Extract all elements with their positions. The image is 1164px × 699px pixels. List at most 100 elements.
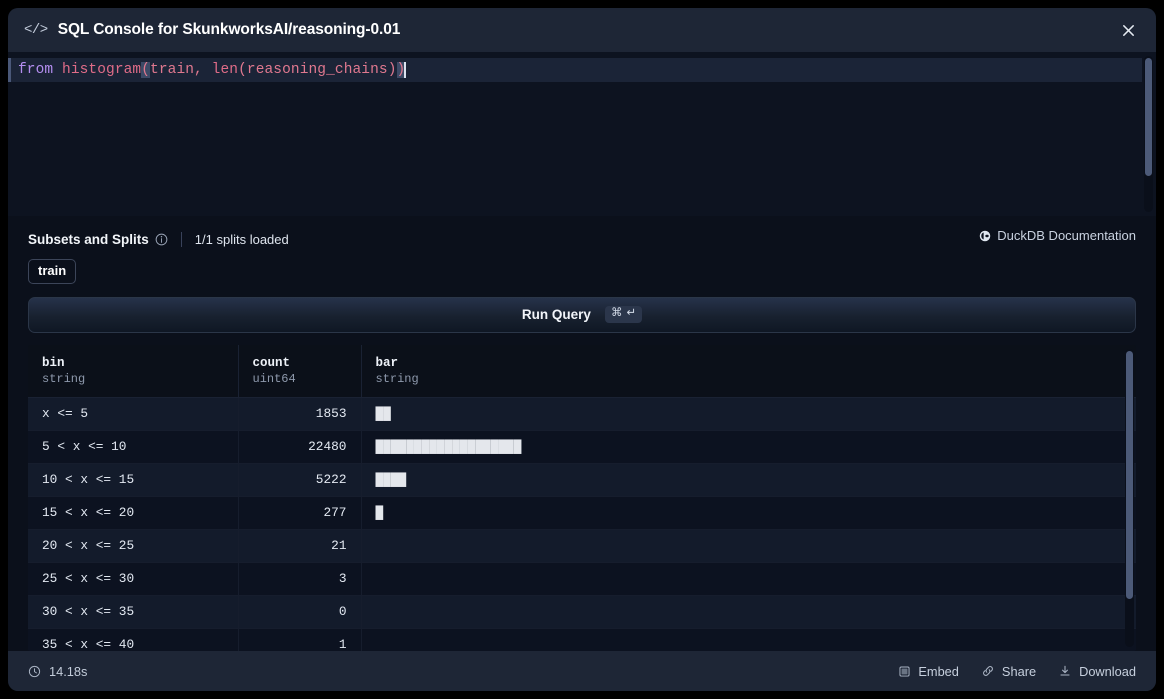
cell-count: 21: [238, 529, 362, 563]
embed-icon: [899, 665, 910, 677]
dialog-header: </> SQL Console for SkunkworksAI/reasoni…: [8, 8, 1156, 52]
bar-glyphs: ████: [375, 472, 407, 488]
footer-actions: Embed Share Download: [898, 664, 1136, 679]
clock-icon: [28, 665, 41, 677]
run-query-label: Run Query: [521, 307, 591, 323]
table-row[interactable]: 20 < x <= 25 21: [28, 529, 1136, 563]
link-icon: [983, 666, 993, 676]
shortcut-modifier: ⌘: [610, 307, 623, 320]
table-row[interactable]: 30 < x <= 35 0: [28, 595, 1136, 629]
column-type: string: [375, 372, 419, 387]
embed-button[interactable]: Embed: [898, 664, 959, 679]
cell-count: 22480: [238, 430, 362, 464]
sql-token: (: [141, 61, 151, 78]
dialog-footer: 14.18s Embed Share: [8, 651, 1156, 691]
cell-bar: ███████████████████: [361, 430, 1136, 464]
column-name: bar: [375, 355, 399, 370]
cell-bin: 5 < x <= 10: [28, 430, 239, 464]
cell-bin: 35 < x <= 40: [28, 628, 239, 651]
cell-bin: 15 < x <= 20: [28, 496, 239, 530]
column-name: count: [252, 355, 291, 370]
sql-token: len: [211, 61, 239, 78]
cell-count: 3: [238, 562, 362, 596]
cell-count: 1853: [238, 397, 362, 431]
sql-editor[interactable]: from histogram(train, len(reasoning_chai…: [8, 52, 1156, 216]
download-button[interactable]: Download: [1058, 664, 1136, 679]
splits-loaded-text: 1/1 splits loaded: [194, 231, 289, 247]
duration-text: 14.18s: [49, 663, 88, 679]
download-label: Download: [1079, 663, 1136, 679]
editor-active-line[interactable]: from histogram(train, len(reasoning_chai…: [8, 58, 1142, 82]
results-scrollbar-track[interactable]: [1125, 348, 1134, 647]
table-row[interactable]: 25 < x <= 30 3: [28, 562, 1136, 596]
cell-bin: 10 < x <= 15: [28, 463, 239, 497]
duckdb-documentation-link[interactable]: DuckDB Documentation: [979, 228, 1136, 243]
results-table: bin string count uint64 bar string x: [28, 344, 1136, 651]
column-header-count[interactable]: count uint64: [238, 344, 362, 398]
code-brackets-icon: </>: [24, 22, 48, 38]
column-type: uint64: [252, 372, 296, 387]
download-icon: [1060, 665, 1070, 676]
cell-count: 5222: [238, 463, 362, 497]
cell-bar: ████: [361, 463, 1136, 497]
cell-bar: █: [361, 496, 1136, 530]
table-row[interactable]: x <= 5 1853 ██: [28, 397, 1136, 431]
column-name: bin: [42, 355, 65, 370]
bar-glyphs: ███████████████████: [375, 439, 522, 455]
sql-token: reasoning_chains: [246, 61, 388, 78]
duckdb-documentation-label: DuckDB Documentation: [997, 228, 1136, 243]
cell-bar: ██: [361, 397, 1136, 431]
run-query-button[interactable]: Run Query ⌘ ↵: [28, 296, 1136, 333]
divider: [180, 231, 182, 247]
sql-console-dialog: </> SQL Console for SkunkworksAI/reasoni…: [8, 8, 1156, 691]
editor-scrollbar-track[interactable]: [1144, 56, 1153, 212]
close-button[interactable]: [1114, 16, 1142, 44]
sql-token: histogram: [62, 61, 142, 78]
column-header-bar[interactable]: bar string: [361, 344, 1136, 398]
table-row[interactable]: 10 < x <= 15 5222 ████: [28, 463, 1136, 497]
sql-token: ): [387, 61, 397, 78]
cell-count: 0: [238, 595, 362, 629]
close-icon: [1122, 24, 1134, 36]
results-scrollbar-thumb[interactable]: [1126, 350, 1133, 599]
cell-bin: 30 < x <= 35: [28, 595, 239, 629]
sql-token: (: [238, 61, 247, 78]
query-duration: 14.18s: [28, 664, 87, 679]
cell-bar: [361, 595, 1136, 629]
text-caret: [404, 62, 406, 78]
sql-code-text: from histogram(train, len(reasoning_chai…: [18, 61, 406, 78]
cell-bar: [361, 628, 1136, 651]
table-row[interactable]: 5 < x <= 10 22480 ███████████████████: [28, 430, 1136, 464]
dialog-title: SQL Console for SkunkworksAI/reasoning-0…: [57, 21, 401, 38]
cell-bin: 25 < x <= 30: [28, 562, 239, 596]
cell-bin: 20 < x <= 25: [28, 529, 239, 563]
share-label: Share: [1001, 663, 1037, 679]
results-table-container[interactable]: bin string count uint64 bar string x: [28, 344, 1136, 651]
cell-bar: [361, 562, 1136, 596]
cell-bar: [361, 529, 1136, 563]
table-row[interactable]: 35 < x <= 40 1: [28, 628, 1136, 651]
editor-scrollbar-thumb[interactable]: [1145, 58, 1152, 176]
bar-glyphs: █: [375, 505, 384, 521]
split-tag-list: train: [8, 250, 1156, 284]
subsets-label: Subsets and Splits: [28, 231, 149, 247]
shortcut-key: ↵: [626, 307, 637, 320]
share-button[interactable]: Share: [981, 664, 1036, 679]
results-table-head: bin string count uint64 bar string: [28, 344, 1136, 398]
cell-bin: x <= 5: [28, 397, 239, 431]
sql-token: train,: [150, 61, 212, 78]
embed-label: Embed: [918, 663, 959, 679]
table-header-row: bin string count uint64 bar string: [28, 344, 1136, 398]
column-type: string: [42, 372, 86, 387]
bar-glyphs: ██: [375, 406, 391, 422]
subsets-bar: Subsets and Splits 1/1 splits loaded: [8, 216, 1156, 250]
cell-count: 277: [238, 496, 362, 530]
info-circle-icon[interactable]: [155, 233, 168, 246]
run-query-shortcut: ⌘ ↵: [604, 306, 643, 323]
table-row[interactable]: 15 < x <= 20 277 █: [28, 496, 1136, 530]
column-header-bin[interactable]: bin string: [28, 344, 239, 398]
results-table-body: x <= 5 1853 ██ 5 < x <= 10 22480 ████████████…: [28, 397, 1136, 651]
split-tag-train[interactable]: train: [28, 259, 77, 284]
duckdb-icon: [979, 230, 991, 242]
